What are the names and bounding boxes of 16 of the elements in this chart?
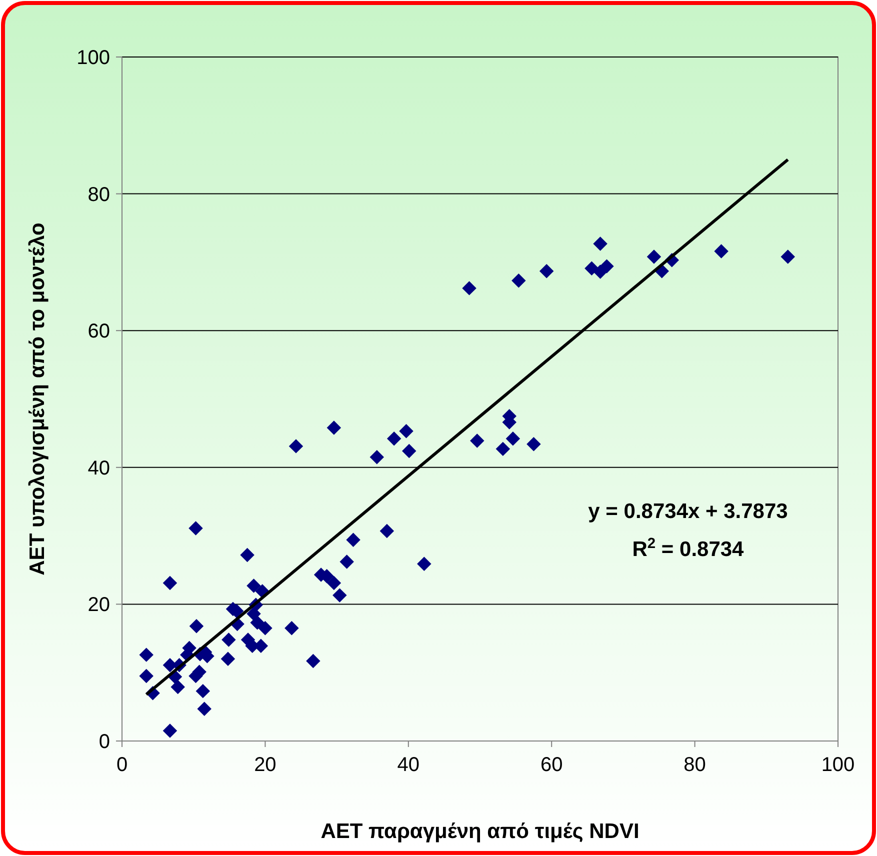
y-tick-label: 100 (76, 47, 110, 69)
y-tick-label: 80 (88, 184, 110, 206)
x-tick-label: 80 (684, 754, 706, 776)
x-tick-label: 60 (540, 754, 563, 776)
x-tick-label: 40 (397, 754, 420, 776)
x-tick-label: 0 (116, 754, 128, 776)
y-tick-label: 0 (98, 731, 110, 753)
annotation: R$^{2}$ = 0.8734 (632, 536, 744, 561)
x-tick-label: 20 (254, 754, 276, 776)
annotation: y = 0.8734x + 3.7873 (588, 500, 788, 523)
y-tick-label: 60 (88, 320, 110, 343)
x-tick-label: 100 (821, 754, 855, 776)
x-axis-title: AET παραγμένη από τιμές NDVI (320, 820, 640, 843)
y-tick-label: 20 (88, 594, 110, 616)
y-tick-label: 40 (88, 457, 110, 480)
y-axis-title: AET υπολογισμένη από το μοντέλο (26, 222, 49, 576)
